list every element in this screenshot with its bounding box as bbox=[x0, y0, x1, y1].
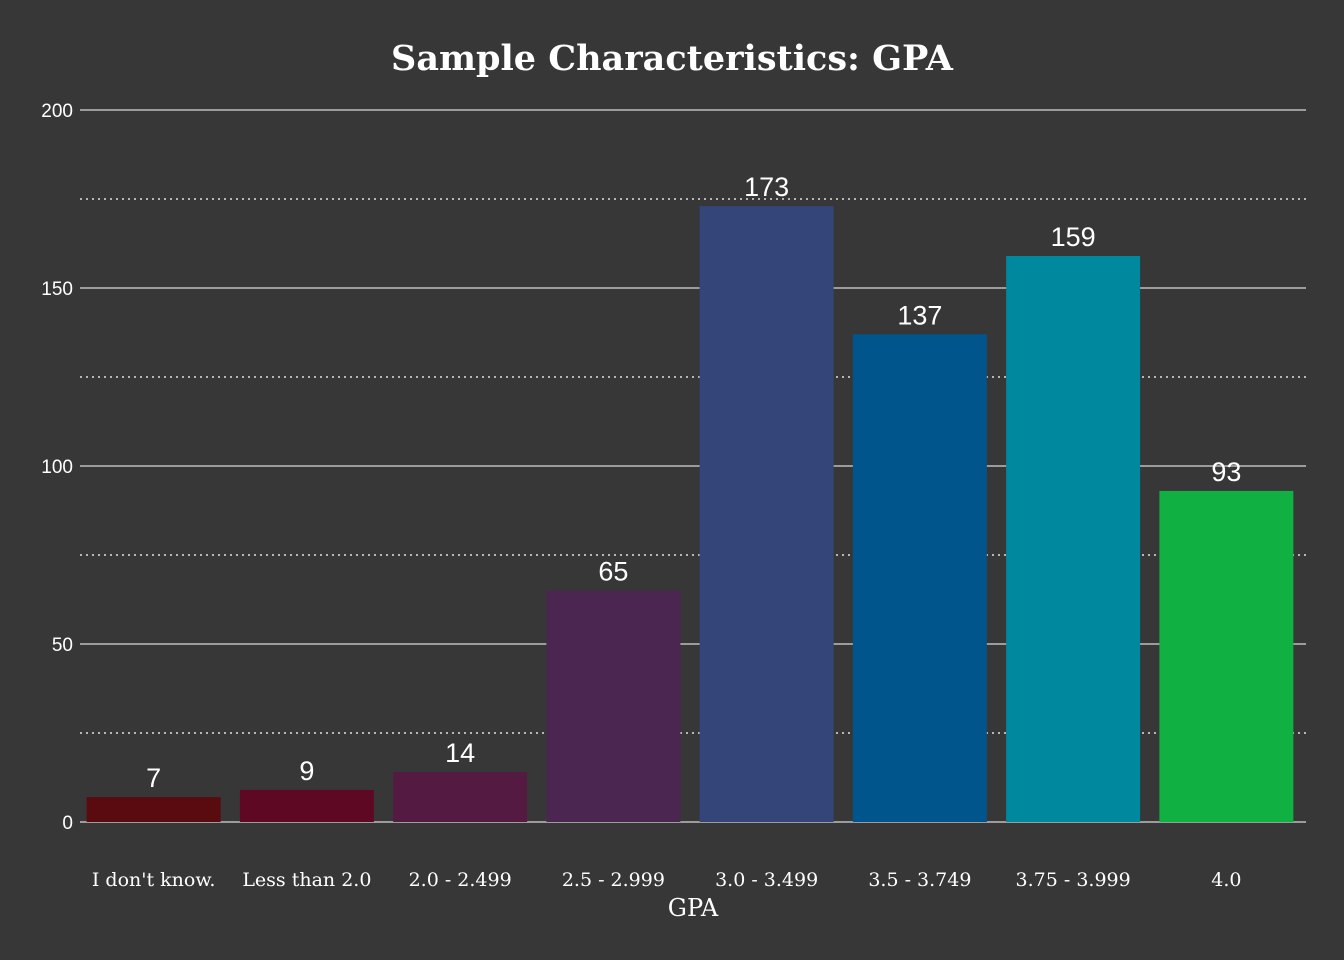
bar-1 bbox=[86, 797, 221, 822]
x-tick-label: Less than 2.0 bbox=[242, 869, 371, 891]
bar-4 bbox=[546, 590, 681, 822]
bar-3 bbox=[393, 772, 528, 822]
data-label: 14 bbox=[445, 738, 475, 768]
y-tick-label: 50 bbox=[52, 635, 73, 656]
x-tick-label: I don't know. bbox=[92, 869, 216, 891]
data-label: 7 bbox=[146, 763, 161, 793]
x-tick-label: 4.0 bbox=[1211, 869, 1241, 891]
bar-2 bbox=[239, 789, 374, 822]
data-label: 173 bbox=[744, 172, 789, 202]
data-label: 137 bbox=[897, 300, 942, 330]
y-tick-label: 200 bbox=[41, 101, 73, 122]
bar-8 bbox=[1159, 490, 1294, 822]
x-tick-label: 3.75 - 3.999 bbox=[1016, 869, 1131, 891]
data-label: 9 bbox=[299, 756, 314, 786]
data-label: 65 bbox=[598, 557, 628, 587]
x-tick-label: 3.5 - 3.749 bbox=[868, 869, 971, 891]
chart-title: Sample Characteristics: GPA bbox=[391, 38, 954, 79]
y-tick-label: 150 bbox=[41, 279, 73, 300]
bar-7 bbox=[1006, 255, 1141, 822]
y-tick-label: 0 bbox=[62, 813, 73, 834]
bar-5 bbox=[699, 206, 834, 822]
bar-6 bbox=[852, 334, 987, 822]
x-tick-label: 2.0 - 2.499 bbox=[409, 869, 512, 891]
x-tick-label: 2.5 - 2.999 bbox=[562, 869, 665, 891]
x-tick-label: 3.0 - 3.499 bbox=[715, 869, 818, 891]
data-label: 93 bbox=[1211, 457, 1241, 487]
x-axis-label: GPA bbox=[668, 894, 719, 922]
y-tick-label: 100 bbox=[41, 457, 73, 478]
data-label: 159 bbox=[1051, 222, 1096, 252]
